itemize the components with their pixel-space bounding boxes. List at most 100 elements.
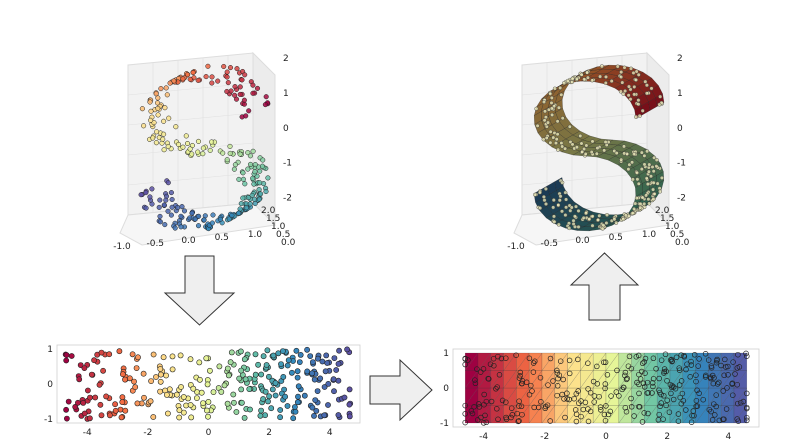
data-point — [508, 414, 514, 421]
data-point — [631, 413, 637, 419]
data-point — [230, 391, 237, 398]
data-point — [691, 352, 698, 358]
y-tick-label: 1.5 — [660, 214, 674, 224]
data-point — [132, 384, 139, 390]
data-point — [668, 356, 675, 363]
data-point — [591, 399, 597, 405]
data-point — [651, 187, 656, 192]
data-point — [87, 415, 93, 422]
data-point — [309, 370, 315, 377]
data-point — [257, 412, 264, 419]
data-point — [558, 85, 563, 90]
y-tick-label: 0.5 — [670, 230, 684, 240]
data-point — [627, 84, 632, 89]
data-point — [263, 188, 269, 195]
data-point — [639, 360, 646, 367]
data-point — [204, 381, 211, 388]
data-point — [603, 80, 608, 85]
data-point — [224, 157, 230, 163]
data-point — [646, 197, 651, 202]
data-point — [147, 194, 153, 200]
data-point — [284, 362, 291, 369]
y-tick-label: 1 — [443, 349, 449, 359]
data-point — [247, 161, 254, 167]
x-tick-label: -2 — [540, 432, 549, 442]
data-point — [652, 191, 657, 196]
y-tick-label: 0.0 — [281, 238, 296, 248]
data-point — [744, 390, 750, 397]
data-point — [734, 381, 740, 388]
data-point — [173, 124, 179, 130]
data-point — [112, 401, 118, 408]
data-point — [725, 372, 731, 378]
data-point — [585, 386, 591, 392]
data-point — [243, 113, 249, 119]
data-point — [599, 64, 604, 69]
data-point — [517, 369, 524, 376]
data-point — [716, 379, 722, 386]
data-point — [656, 375, 662, 382]
data-point — [740, 398, 747, 405]
data-point — [619, 70, 624, 75]
data-point — [490, 355, 497, 362]
data-point — [554, 370, 561, 376]
data-point — [252, 351, 259, 358]
data-point — [215, 385, 222, 391]
data-point — [546, 120, 551, 125]
data-point — [670, 396, 677, 403]
data-point — [200, 400, 206, 406]
data-point — [304, 346, 310, 353]
data-point — [165, 208, 171, 214]
data-point — [188, 414, 195, 421]
data-point — [602, 385, 608, 392]
data-point — [263, 94, 269, 100]
data-point — [234, 66, 240, 72]
data-point — [604, 372, 611, 378]
data-point — [530, 360, 537, 366]
data-point — [729, 380, 736, 386]
data-point — [195, 138, 202, 144]
y-tick-label: 2.0 — [261, 206, 276, 216]
data-point — [734, 365, 741, 371]
data-point — [555, 375, 561, 382]
data-point — [626, 353, 633, 360]
data-point — [645, 410, 651, 417]
data-point — [321, 412, 328, 419]
data-point — [654, 157, 659, 162]
data-point — [628, 395, 634, 402]
data-point — [548, 91, 553, 96]
z-tick-label: 2 — [283, 54, 289, 64]
data-point — [713, 359, 720, 366]
data-point — [233, 409, 240, 415]
data-point — [210, 212, 216, 218]
data-point — [644, 193, 649, 198]
x-tick-label: -4 — [479, 432, 488, 442]
data-point — [485, 375, 491, 382]
data-point — [585, 418, 592, 425]
data-point — [744, 353, 750, 359]
data-point — [523, 379, 530, 386]
data-point — [314, 388, 321, 394]
data-point — [143, 205, 149, 211]
grid-line — [127, 112, 254, 126]
data-point — [252, 200, 258, 207]
data-point — [623, 88, 628, 93]
data-point — [549, 106, 554, 111]
data-point — [744, 417, 750, 424]
data-point — [541, 194, 546, 199]
data-point — [640, 108, 645, 113]
data-point — [642, 153, 647, 158]
data-point — [247, 201, 253, 207]
data-point — [632, 92, 637, 97]
data-point — [658, 400, 664, 406]
z-tick-label: 0 — [677, 124, 683, 134]
data-point — [513, 352, 519, 358]
z-tick-label: 0 — [283, 124, 289, 134]
data-point — [642, 370, 648, 376]
data-point — [118, 414, 125, 421]
data-point — [294, 368, 301, 375]
y-tick-label: 1.0 — [665, 222, 680, 232]
data-point — [227, 150, 233, 156]
data-point — [346, 413, 353, 420]
data-point — [730, 392, 736, 398]
